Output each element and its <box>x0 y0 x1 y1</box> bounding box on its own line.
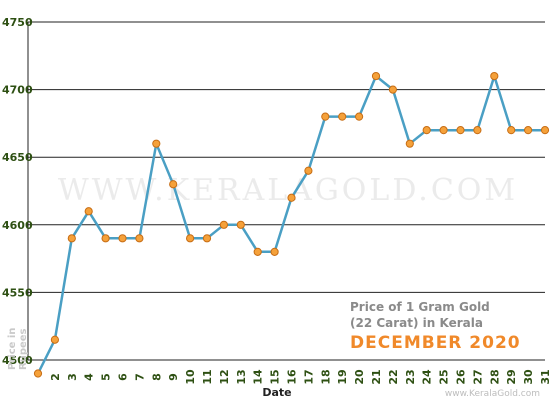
x-tick-3: 3 <box>66 373 79 381</box>
data-point-12 <box>219 220 228 229</box>
data-point-9 <box>169 180 178 189</box>
data-point-14 <box>253 247 262 256</box>
price-series <box>33 71 550 378</box>
data-point-2 <box>50 335 60 344</box>
x-tick-19: 19 <box>336 369 349 384</box>
data-point-4 <box>84 207 93 216</box>
data-point-31 <box>540 126 550 135</box>
y-tick-4600: 4600 <box>2 219 33 232</box>
data-point-24 <box>422 126 431 135</box>
y-tick-4700: 4700 <box>2 84 33 97</box>
y-tick-4750: 4750 <box>2 16 33 29</box>
x-tick-5: 5 <box>100 373 113 381</box>
x-tick-12: 12 <box>218 369 231 384</box>
source-credit: www.KeralaGold.com <box>445 389 540 399</box>
x-tick-4: 4 <box>83 373 96 381</box>
data-point-1 <box>33 369 43 378</box>
data-point-6 <box>118 234 127 243</box>
x-tick-2: 2 <box>49 373 62 381</box>
watermark: WWW.KERALAGOLD.COM <box>58 173 518 208</box>
data-point-15 <box>270 247 279 256</box>
x-tick-9: 9 <box>167 373 180 381</box>
data-point-16 <box>287 193 296 202</box>
x-tick-21: 21 <box>370 369 383 384</box>
x-tick-10: 10 <box>184 369 197 385</box>
x-tick-27: 27 <box>471 369 484 384</box>
x-tick-30: 30 <box>522 369 535 385</box>
data-point-27 <box>473 126 482 135</box>
grid-lines <box>27 21 545 361</box>
x-axis-label: Date <box>262 386 291 399</box>
x-tick-31: 31 <box>539 369 550 384</box>
data-point-5 <box>101 234 110 243</box>
chart-title-line1: Price of 1 Gram Gold <box>350 300 490 314</box>
x-tick-labels: 2 3 4 5 6 7 8 9 10 11 12 13 14 15 16 17 18 19 20 21 22 23 24 25… <box>49 369 550 385</box>
data-point-18 <box>321 112 330 121</box>
x-tick-18: 18 <box>319 369 332 384</box>
data-point-7 <box>135 234 144 243</box>
data-point-21 <box>371 71 381 81</box>
x-tick-29: 29 <box>505 369 518 384</box>
x-tick-25: 25 <box>438 369 451 384</box>
data-point-29 <box>507 126 516 135</box>
data-point-20 <box>355 112 364 121</box>
x-tick-20: 20 <box>353 369 366 385</box>
data-point-26 <box>456 126 465 135</box>
data-point-3 <box>67 234 76 243</box>
y-axis-label-line2: Rupees <box>18 328 29 370</box>
x-tick-7: 7 <box>133 373 146 381</box>
x-tick-16: 16 <box>286 369 299 385</box>
data-point-11 <box>202 234 212 243</box>
data-point-28 <box>490 71 499 81</box>
y-tick-4550: 4550 <box>2 286 33 299</box>
y-tick-labels: 4500 4550 4600 4650 4700 4750 <box>2 16 33 367</box>
x-tick-17: 17 <box>302 369 315 384</box>
x-tick-13: 13 <box>235 369 248 384</box>
data-point-13 <box>236 220 245 229</box>
data-point-19 <box>338 112 347 121</box>
data-point-30 <box>524 126 533 135</box>
x-tick-26: 26 <box>455 369 468 385</box>
x-tick-22: 22 <box>387 369 400 384</box>
data-point-23 <box>405 139 414 148</box>
x-tick-6: 6 <box>117 373 130 381</box>
x-tick-28: 28 <box>488 369 501 384</box>
y-tick-4650: 4650 <box>2 151 33 164</box>
x-tick-23: 23 <box>404 369 417 384</box>
data-point-8 <box>152 139 161 148</box>
x-tick-15: 15 <box>269 369 282 384</box>
y-tick-4500: 4500 <box>2 354 33 367</box>
y-axis-label: Price in Rupees <box>7 324 29 370</box>
data-point-25 <box>439 126 448 135</box>
chart-title-line2: (22 Carat) in Kerala <box>350 316 483 330</box>
x-tick-24: 24 <box>421 369 434 385</box>
x-tick-8: 8 <box>150 373 163 381</box>
data-point-17 <box>304 166 313 175</box>
x-tick-14: 14 <box>252 369 265 385</box>
chart-title-month: DECEMBER 2020 <box>350 333 521 353</box>
data-point-22 <box>388 85 397 94</box>
y-axis-label-line1: Price in <box>7 328 18 370</box>
data-point-10 <box>186 234 195 243</box>
x-tick-11: 11 <box>201 369 214 384</box>
